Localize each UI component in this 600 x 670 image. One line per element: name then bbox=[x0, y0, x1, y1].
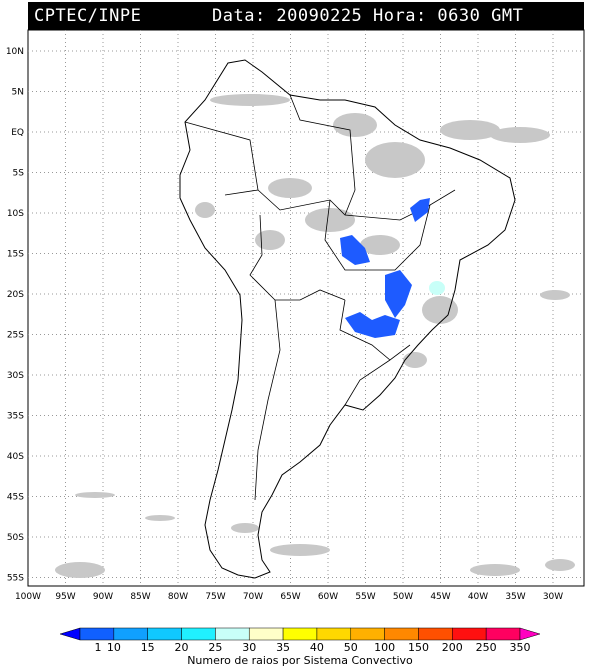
colorbar-segment bbox=[248, 627, 284, 641]
lon-label: 40W bbox=[468, 592, 488, 602]
lat-label: 35S bbox=[7, 412, 24, 422]
colorbar-tick-label: 15 bbox=[141, 641, 155, 654]
lat-label: 50S bbox=[7, 533, 24, 543]
lon-label: 80W bbox=[168, 592, 188, 602]
lon-label: 35W bbox=[505, 592, 525, 602]
colorbar-tick-label: 350 bbox=[510, 641, 531, 654]
lightning-clusters bbox=[340, 198, 430, 338]
colorbar-segment bbox=[452, 627, 487, 641]
country-borders bbox=[184, 94, 456, 501]
lat-label: EQ bbox=[11, 128, 24, 138]
colorbar-segment bbox=[181, 627, 216, 641]
colorbar-tick-label: 40 bbox=[310, 641, 324, 654]
colorbar-tick-label: 25 bbox=[208, 641, 222, 654]
lon-label: 100W bbox=[15, 592, 41, 602]
colorbar-tick-label: 20 bbox=[175, 641, 189, 654]
colorbar-tick-label: 50 bbox=[344, 641, 358, 654]
colorbar-segment bbox=[215, 627, 250, 641]
lat-label: 10S bbox=[7, 209, 24, 219]
lat-label: 5N bbox=[12, 88, 24, 98]
colorbar-caption: Numero de raios por Sistema Convectivo bbox=[187, 654, 413, 667]
colorbar-tick-label: 100 bbox=[374, 641, 395, 654]
lon-label: 70W bbox=[243, 592, 263, 602]
lightning-cluster-light bbox=[429, 281, 445, 295]
lat-label: 55S bbox=[7, 574, 24, 584]
lon-label: 65W bbox=[280, 592, 300, 602]
lat-label: 15S bbox=[7, 250, 24, 260]
colorbar: 1 10 15 20 25 30 35 40 50 100 150 200 250 350 bbox=[59, 627, 541, 654]
colorbar-segment bbox=[384, 627, 419, 641]
lat-label: 30S bbox=[7, 371, 24, 381]
colorbar-segment bbox=[282, 627, 318, 641]
latitude-labels: 10N 5N EQ 5S 10S 15S 20S 25S 30S 35S 40S 45S 50S 55S bbox=[6, 47, 24, 584]
colorbar-tick-label: 30 bbox=[242, 641, 256, 654]
map-frame bbox=[27, 29, 585, 587]
grid-lines bbox=[28, 30, 584, 586]
colorbar-tick-label: 35 bbox=[276, 641, 290, 654]
colorbar-segment bbox=[350, 627, 385, 641]
colorbar-tick-label: 200 bbox=[442, 641, 463, 654]
lon-label: 50W bbox=[393, 592, 413, 602]
lat-label: 10N bbox=[6, 47, 24, 57]
colorbar-tick-label: 150 bbox=[408, 641, 429, 654]
colorbar-tick-label: 10 bbox=[107, 641, 121, 654]
colorbar-segment bbox=[147, 627, 182, 641]
lat-label: 20S bbox=[7, 290, 24, 300]
colorbar-segment bbox=[316, 627, 352, 641]
org-title: CPTEC/INPE bbox=[34, 6, 142, 26]
lon-label: 75W bbox=[205, 592, 225, 602]
lat-label: 5S bbox=[13, 169, 25, 179]
lat-label: 45S bbox=[7, 493, 24, 503]
lon-label: 85W bbox=[130, 592, 150, 602]
colorbar-tick-label: 1 bbox=[95, 641, 102, 654]
colorbar-segment bbox=[113, 627, 148, 641]
lon-label: 45W bbox=[430, 592, 450, 602]
colorbar-arrow-left bbox=[59, 627, 81, 641]
colorbar-segment bbox=[418, 627, 453, 641]
continent-outline bbox=[179, 59, 516, 579]
lat-label: 40S bbox=[7, 452, 24, 462]
lat-label: 25S bbox=[7, 331, 24, 341]
date-time-title: Data: 20090225 Hora: 0630 GMT bbox=[212, 6, 524, 26]
lon-label: 30W bbox=[543, 592, 563, 602]
map-header: CPTEC/INPE Data: 20090225 Hora: 0630 GMT bbox=[28, 2, 584, 30]
colorbar-arrow-right bbox=[519, 627, 541, 641]
colorbar-tick-label: 250 bbox=[476, 641, 497, 654]
colorbar-segment bbox=[485, 627, 521, 641]
lon-label: 95W bbox=[55, 592, 75, 602]
colorbar-segment bbox=[79, 627, 115, 641]
cloud-cover bbox=[55, 94, 575, 578]
lon-label: 60W bbox=[318, 592, 338, 602]
lon-label: 90W bbox=[93, 592, 113, 602]
lon-label: 55W bbox=[355, 592, 375, 602]
longitude-labels: 100W 95W 90W 85W 80W 75W 70W 65W 60W 55W 50W 45W 40W… bbox=[15, 592, 563, 602]
